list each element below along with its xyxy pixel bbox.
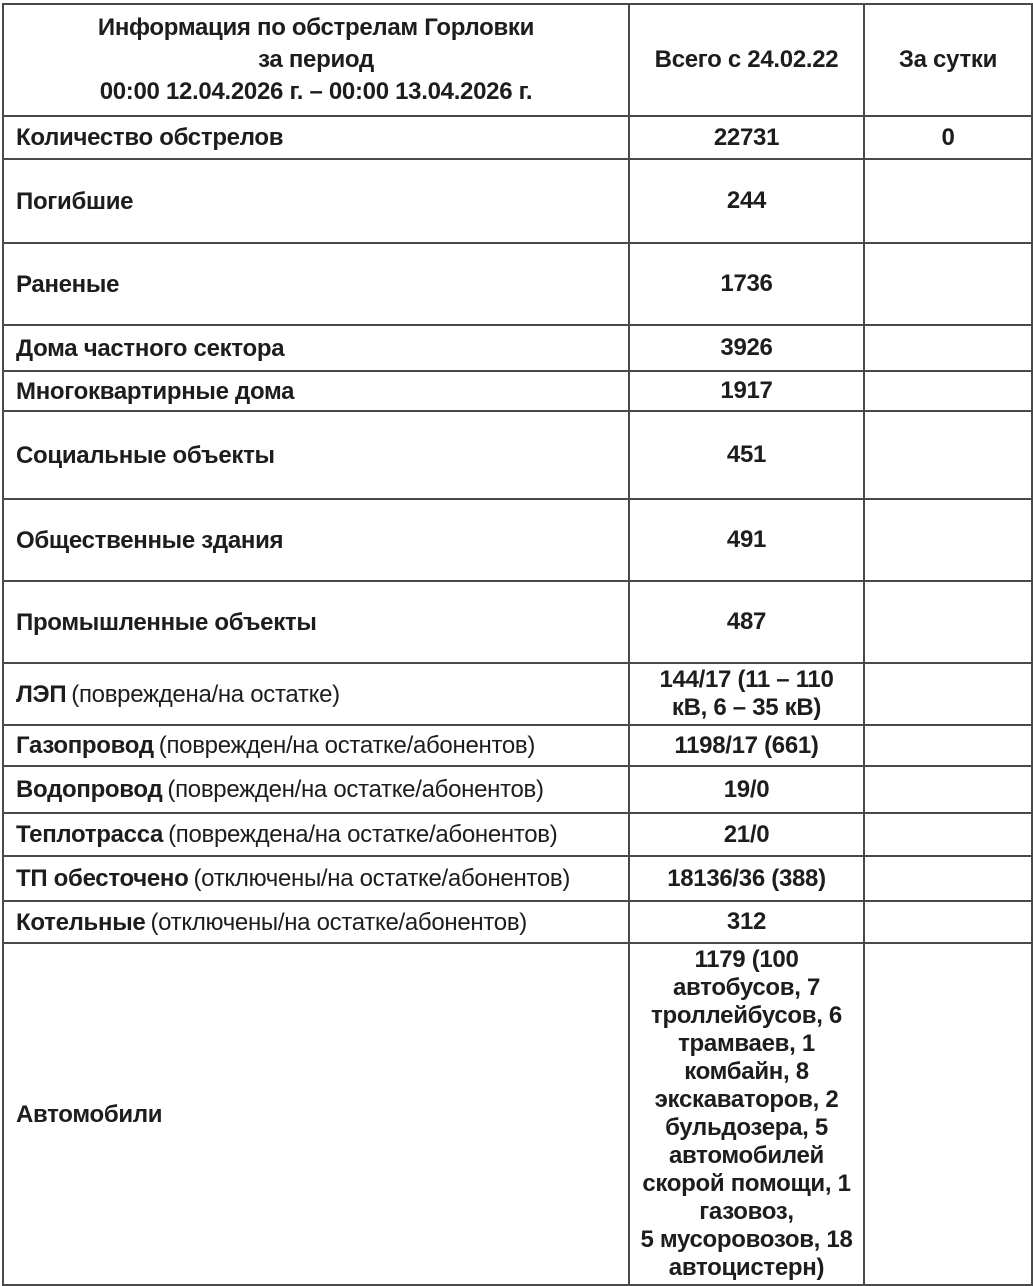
table-row: Раненые 1736: [2, 242, 1033, 326]
table-row: ТП обесточено (отключены/на остатке/абоне…: [2, 855, 1033, 902]
cell-daily: [863, 370, 1033, 412]
table-row: ЛЭП (повреждена/на остатке) 144/17 (11 – …: [2, 662, 1033, 726]
row-label: Дома частного сектора: [16, 334, 285, 362]
cell-total: 144/17 (11 – 110 кВ, 6 – 35 кВ): [628, 662, 865, 726]
column-header-total: Всего с 24.02.22: [628, 3, 865, 117]
table-row: Дома частного сектора 3926: [2, 324, 1033, 372]
cell-total: 1917: [628, 370, 865, 412]
row-note: (отключены/на остатке/абонентов): [150, 908, 527, 936]
cell-total: 1198/17 (661): [628, 724, 865, 767]
cell-daily: [863, 498, 1033, 582]
row-note: (отключены/на остатке/абонентов): [193, 865, 571, 892]
cell-daily: [863, 580, 1033, 664]
row-label: ТП обесточено: [16, 865, 189, 892]
table-row: Количество обстрелов 22731 0: [2, 115, 1033, 160]
row-label: Котельные: [16, 908, 146, 936]
cell-daily: [863, 812, 1033, 857]
cell-total: 451: [628, 410, 865, 500]
row-label: Многоквартирные дома: [16, 377, 295, 405]
cell-daily: [863, 765, 1033, 814]
row-label: Водопровод: [16, 776, 163, 803]
row-note: (повреждена/на остатке/абонентов): [168, 821, 558, 848]
cell-daily: [863, 158, 1033, 244]
cell-daily: [863, 242, 1033, 326]
table-header-row: Информация по обстрелам Горловки за пери…: [2, 3, 1033, 117]
row-label: Погибшие: [16, 187, 134, 215]
shelling-report-table: Информация по обстрелам Горловки за пери…: [2, 3, 1033, 1286]
row-label: Общественные здания: [16, 526, 284, 554]
row-label: Теплотрасса: [16, 821, 164, 848]
cell-daily: [863, 410, 1033, 500]
row-note: (поврежден/на остатке/абонентов): [167, 776, 544, 803]
cell-daily: 0: [863, 115, 1033, 160]
table-row: Котельные (отключены/на остатке/абонентов…: [2, 900, 1033, 944]
cell-total: 491: [628, 498, 865, 582]
row-note: (поврежден/на остатке/абонентов): [158, 732, 536, 759]
cell-total: 22731: [628, 115, 865, 160]
row-label: Социальные объекты: [16, 441, 275, 469]
table-row: Теплотрасса (повреждена/на остатке/абонен…: [2, 812, 1033, 857]
table-row: Общественные здания 491: [2, 498, 1033, 582]
cell-daily: [863, 942, 1033, 1286]
row-label: Промышленные объекты: [16, 608, 317, 636]
report-title: Информация по обстрелам Горловки за пери…: [2, 3, 630, 117]
cell-total: 312: [628, 900, 865, 944]
table-row: Многоквартирные дома 1917: [2, 370, 1033, 412]
cell-total: 1736: [628, 242, 865, 326]
row-label: ЛЭП: [16, 680, 67, 708]
cell-daily: [863, 324, 1033, 372]
cell-total: 19/0: [628, 765, 865, 814]
cell-total: 18136/36 (388): [628, 855, 865, 902]
cell-daily: [863, 900, 1033, 944]
column-header-daily: За сутки: [863, 3, 1033, 117]
cell-total: 3926: [628, 324, 865, 372]
row-label: Газопровод: [16, 732, 154, 759]
table-row: Промышленные объекты 487: [2, 580, 1033, 664]
cell-total: 21/0: [628, 812, 865, 857]
cell-total: 487: [628, 580, 865, 664]
cell-daily: [863, 724, 1033, 767]
table-row: Погибшие 244: [2, 158, 1033, 244]
row-label: Автомобили: [16, 1100, 163, 1128]
cell-total: 1179 (100 автобусов, 7 троллейбусов, 6 т…: [628, 942, 865, 1286]
table-row: Автомобили 1179 (100 автобусов, 7 тролле…: [2, 942, 1033, 1286]
cell-daily: [863, 855, 1033, 902]
row-label: Раненые: [16, 270, 120, 298]
table-row: Социальные объекты 451: [2, 410, 1033, 500]
table-row: Газопровод (поврежден/на остатке/абоненто…: [2, 724, 1033, 767]
cell-total: 244: [628, 158, 865, 244]
table-row: Водопровод (поврежден/на остатке/абоненто…: [2, 765, 1033, 814]
row-label: Количество обстрелов: [16, 124, 284, 151]
row-note: (повреждена/на остатке): [71, 680, 340, 708]
cell-daily: [863, 662, 1033, 726]
